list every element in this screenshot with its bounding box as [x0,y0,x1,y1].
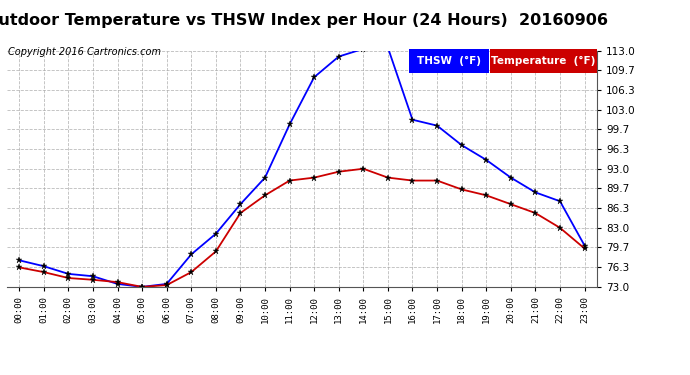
Text: Outdoor Temperature vs THSW Index per Hour (24 Hours)  20160906: Outdoor Temperature vs THSW Index per Ho… [0,13,608,28]
Text: Copyright 2016 Cartronics.com: Copyright 2016 Cartronics.com [8,47,161,57]
Text: THSW  (°F): THSW (°F) [417,56,481,66]
Text: Temperature  (°F): Temperature (°F) [491,56,595,66]
